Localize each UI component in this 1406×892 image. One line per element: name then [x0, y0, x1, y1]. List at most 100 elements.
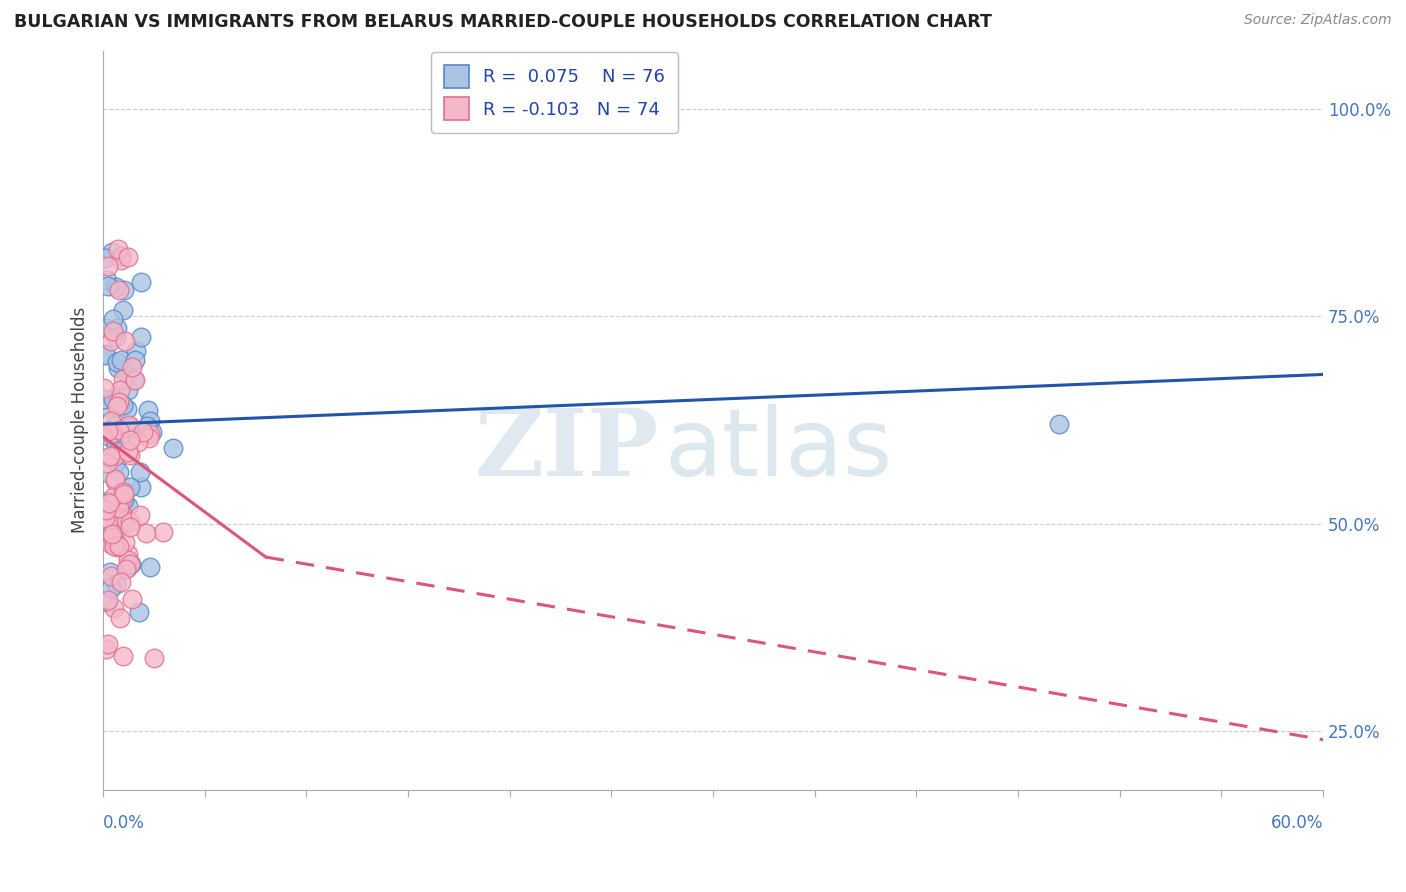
- Point: [98, 425, 121, 440]
- Point: [135, 526, 157, 541]
- Point: [152, 524, 174, 539]
- Point: [111, 508, 134, 523]
- Point: [124, 373, 146, 387]
- Point: [97, 278, 120, 293]
- Point: [101, 392, 124, 406]
- Point: [103, 525, 125, 540]
- Point: [132, 425, 155, 439]
- Point: [104, 419, 127, 434]
- Point: [110, 575, 132, 590]
- Point: [100, 581, 122, 595]
- Point: [94, 511, 117, 525]
- Point: [96, 513, 118, 527]
- Text: 60.0%: 60.0%: [1271, 814, 1323, 832]
- Point: [100, 537, 122, 551]
- Point: [141, 425, 163, 439]
- Point: [104, 472, 127, 486]
- Point: [112, 425, 135, 440]
- Point: [110, 253, 132, 268]
- Point: [128, 605, 150, 619]
- Point: [139, 559, 162, 574]
- Point: [107, 518, 129, 533]
- Point: [105, 280, 128, 294]
- Point: [105, 355, 128, 369]
- Point: [105, 495, 128, 509]
- Point: [120, 558, 142, 572]
- Point: [107, 444, 129, 458]
- Point: [128, 465, 150, 479]
- Point: [114, 562, 136, 576]
- Point: [103, 600, 125, 615]
- Point: [124, 344, 146, 359]
- Y-axis label: Married-couple Households: Married-couple Households: [72, 307, 89, 533]
- Point: [115, 402, 138, 417]
- Point: [98, 449, 121, 463]
- Point: [121, 592, 143, 607]
- Point: [97, 496, 120, 510]
- Point: [162, 441, 184, 455]
- Point: [139, 427, 162, 442]
- Point: [94, 321, 117, 335]
- Point: [118, 557, 141, 571]
- Point: [120, 480, 142, 494]
- Point: [100, 426, 122, 441]
- Text: BULGARIAN VS IMMIGRANTS FROM BELARUS MARRIED-COUPLE HOUSEHOLDS CORRELATION CHART: BULGARIAN VS IMMIGRANTS FROM BELARUS MAR…: [14, 13, 993, 31]
- Point: [100, 430, 122, 444]
- Point: [139, 414, 162, 428]
- Point: [105, 389, 128, 403]
- Point: [115, 437, 138, 451]
- Point: [115, 513, 138, 527]
- Point: [112, 487, 135, 501]
- Point: [100, 569, 122, 583]
- Point: [101, 490, 124, 504]
- Point: [111, 648, 134, 663]
- Point: [94, 503, 117, 517]
- Point: [107, 321, 129, 335]
- Point: [93, 502, 115, 516]
- Point: [97, 494, 120, 508]
- Point: [101, 244, 124, 259]
- Point: [94, 531, 117, 545]
- Point: [118, 519, 141, 533]
- Point: [97, 260, 120, 274]
- Point: [105, 540, 128, 554]
- Point: [117, 547, 139, 561]
- Point: [108, 395, 131, 409]
- Point: [93, 499, 115, 513]
- Point: [104, 577, 127, 591]
- Point: [111, 303, 134, 318]
- Point: [94, 502, 117, 516]
- Point: [108, 512, 131, 526]
- Point: [135, 419, 157, 434]
- Point: [129, 329, 152, 343]
- Point: [111, 491, 134, 506]
- Point: [117, 553, 139, 567]
- Point: [138, 431, 160, 445]
- Point: [115, 561, 138, 575]
- Point: [100, 414, 122, 428]
- Point: [115, 366, 138, 380]
- Point: [98, 450, 121, 464]
- Point: [121, 430, 143, 444]
- Point: [108, 539, 131, 553]
- Point: [107, 466, 129, 480]
- Point: [107, 521, 129, 535]
- Point: [94, 466, 117, 480]
- Point: [129, 508, 152, 522]
- Point: [104, 449, 127, 463]
- Point: [94, 347, 117, 361]
- Point: [127, 434, 149, 449]
- Point: [112, 485, 135, 500]
- Point: [96, 272, 118, 286]
- Text: Source: ZipAtlas.com: Source: ZipAtlas.com: [1244, 13, 1392, 28]
- Point: [97, 637, 120, 651]
- Point: [118, 420, 141, 434]
- Point: [93, 381, 115, 395]
- Point: [117, 500, 139, 514]
- Point: [142, 651, 165, 665]
- Point: [94, 642, 117, 657]
- Point: [118, 448, 141, 462]
- Point: [111, 372, 134, 386]
- Point: [98, 512, 121, 526]
- Point: [104, 330, 127, 344]
